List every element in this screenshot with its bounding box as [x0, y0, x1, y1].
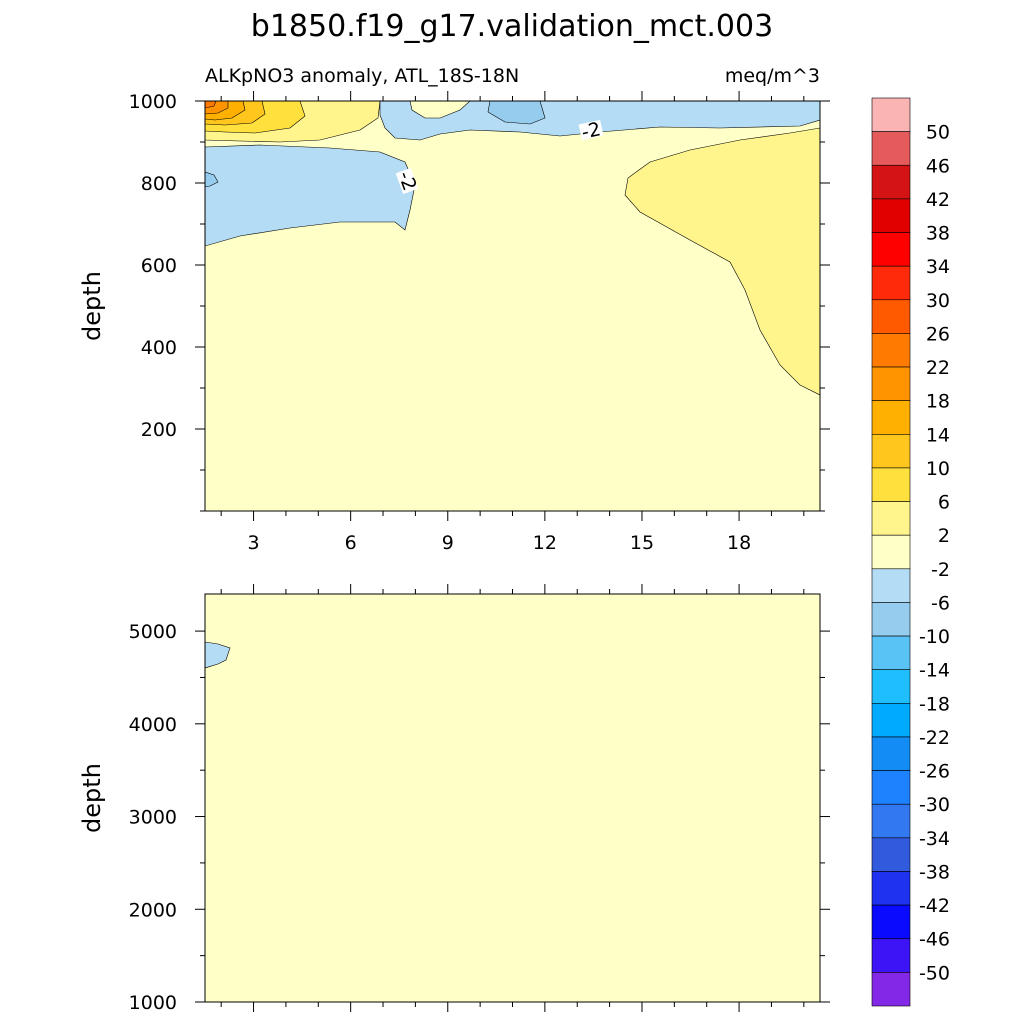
colorbar-swatch	[871, 265, 911, 301]
colorbar-label: 6	[938, 492, 950, 514]
lower-background-fill	[205, 594, 820, 1002]
colorbar-label: -14	[919, 660, 950, 682]
upper-y-tick-label: 1000	[129, 91, 177, 113]
lower-y-axis-label: depth	[78, 763, 106, 833]
chart-title: b1850.f19_g17.validation_mct.003	[251, 9, 773, 44]
lower-axis-ticks: 1000 2000 3000 4000 5000	[129, 584, 830, 1014]
upper-axis-ticks: 3 6 9 12 15 18 200 400 600 800 1000	[129, 91, 830, 554]
colorbar-swatch	[871, 703, 911, 738]
lower-y-tick-label: 5000	[129, 621, 177, 643]
colorbar-swatch	[871, 164, 911, 200]
colorbar-swatch	[871, 501, 911, 536]
colorbar-swatch	[871, 669, 911, 704]
colorbar-swatch	[871, 837, 911, 872]
upper-x-tick-label: 3	[248, 532, 260, 554]
colorbar-label: -10	[919, 626, 950, 648]
upper-negative-region-subsurface	[205, 144, 416, 247]
lower-y-tick-label: 2000	[129, 899, 177, 921]
colorbar-swatch	[871, 568, 911, 603]
upper-positive-region-topleft-22	[205, 101, 217, 109]
colorbar-swatch	[871, 433, 911, 469]
lower-y-tick-label: 4000	[129, 714, 177, 736]
contour-label-1: -2	[578, 118, 604, 144]
upper-y-tick-label: 200	[141, 419, 177, 441]
colorbar-label: -46	[919, 929, 950, 951]
colorbar-swatch	[871, 534, 911, 570]
upper-x-tick-label: 18	[727, 532, 751, 554]
colorbar-label: 50	[926, 122, 950, 144]
colorbar-label: 22	[926, 357, 950, 379]
colorbar-label: -50	[919, 962, 950, 984]
upper-y-tick-label: 800	[141, 173, 177, 195]
colorbar-label: 14	[926, 424, 950, 446]
colorbar-swatch	[871, 972, 911, 1007]
upper-y-axis-label: depth	[78, 271, 106, 341]
colorbar-swatch	[871, 97, 911, 132]
upper-y-tick-label: 400	[141, 337, 177, 359]
colorbar-label: 38	[926, 223, 950, 245]
colorbar-label: -2	[931, 559, 950, 581]
colorbar-label: 10	[926, 458, 950, 480]
upper-y-tick-label: 600	[141, 255, 177, 277]
colorbar-label: 30	[926, 290, 950, 312]
upper-x-tick-label: 6	[345, 532, 357, 554]
colorbar-label: 42	[926, 189, 950, 211]
upper-x-tick-label: 9	[442, 532, 454, 554]
colorbar-swatch	[871, 131, 911, 166]
colorbar-swatch	[871, 803, 911, 839]
colorbar-swatch	[871, 232, 911, 267]
colorbar-label: -6	[931, 592, 950, 614]
colorbar-swatch	[871, 770, 911, 805]
colorbar-label: 18	[926, 391, 950, 413]
colorbar-label: -26	[919, 761, 950, 783]
lower-y-tick-label: 1000	[129, 992, 177, 1014]
lower-panel: 1000 2000 3000 4000 5000 depth	[78, 584, 830, 1014]
colorbar-label: -18	[919, 693, 950, 715]
colorbar-swatch	[871, 198, 911, 233]
colorbar-swatch	[871, 736, 911, 771]
upper-positive-region-surface-mid	[409, 101, 471, 119]
svg-text:-2: -2	[580, 118, 603, 143]
lower-negative-region-left	[205, 641, 231, 669]
upper-x-tick-label: 15	[630, 532, 654, 554]
colorbar-label: 46	[926, 155, 950, 177]
subtitle-left: ALKpNO3 anomaly, ATL_18S-18N	[205, 65, 519, 87]
colorbar-label: -42	[919, 895, 950, 917]
colorbar-swatch	[871, 400, 911, 435]
colorbar-swatch	[871, 366, 911, 401]
colorbar-swatch	[871, 602, 911, 637]
colorbar-swatch	[871, 333, 911, 368]
subtitle-right: meq/m^3	[725, 65, 820, 87]
upper-negative-region-subsurface-core	[205, 171, 219, 188]
colorbar-swatch	[871, 467, 911, 502]
colorbar-label: 2	[938, 525, 950, 547]
colorbar-label: -22	[919, 727, 950, 749]
upper-x-tick-label: 12	[533, 532, 557, 554]
colorbar-label: 26	[926, 323, 950, 345]
upper-positive-region-right	[624, 127, 820, 396]
colorbar-label: 34	[926, 256, 950, 278]
colorbar-swatch	[871, 904, 911, 940]
colorbar-swatch	[871, 299, 911, 334]
upper-negative-region-surface-core	[487, 101, 546, 125]
colorbar-label: -38	[919, 861, 950, 883]
colorbar: 50 46 42 38 34 30 26 22 18 14 10 6 2 -2 -6 -10 -14 -18 -22…	[871, 97, 950, 1007]
colorbar-swatch	[871, 938, 911, 973]
colorbar-swatch	[871, 635, 911, 671]
colorbar-label: -34	[919, 828, 950, 850]
lower-y-tick-label: 3000	[129, 807, 177, 829]
colorbar-label: -30	[919, 794, 950, 816]
colorbar-swatch	[871, 871, 911, 906]
